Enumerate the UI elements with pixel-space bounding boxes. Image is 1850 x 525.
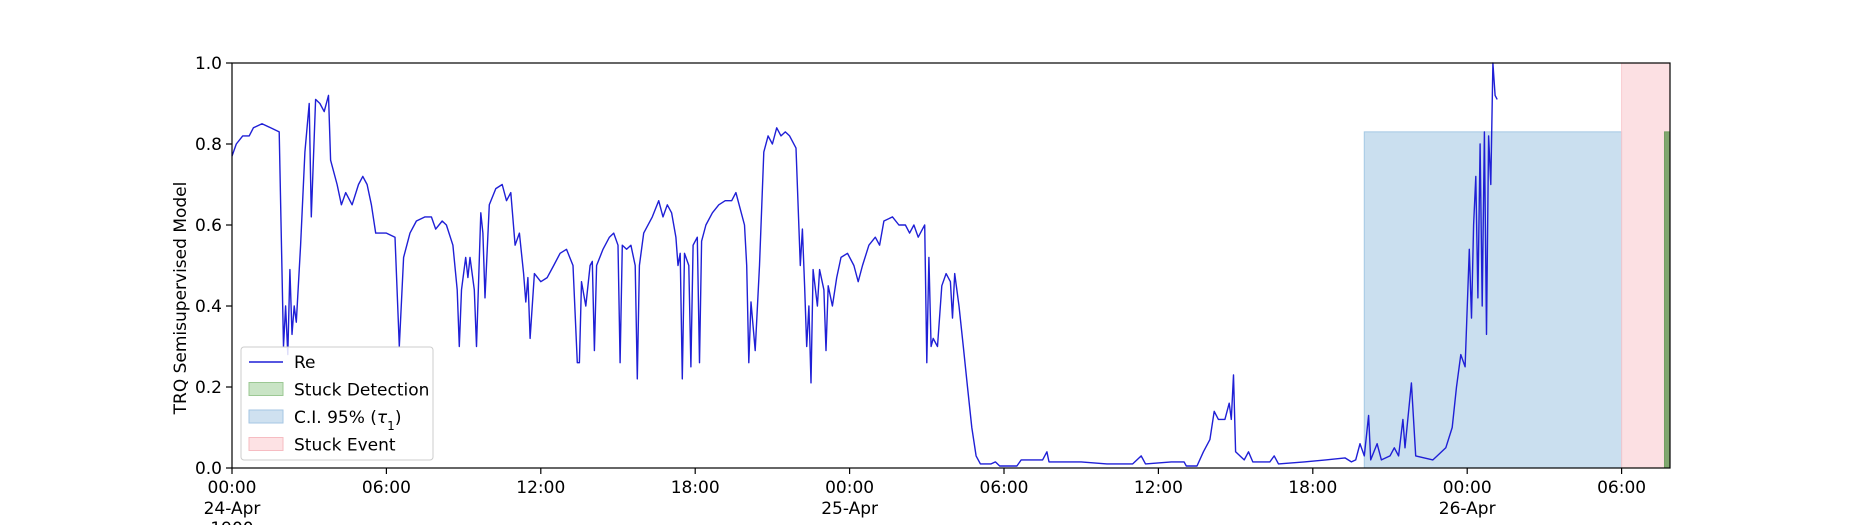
x-tick-date-label: 25-Apr xyxy=(821,499,878,519)
x-tick-label: 12:00 xyxy=(1134,478,1183,498)
y-axis-label: TRQ Semisupervised Model xyxy=(171,182,191,416)
legend-stuck-event-label: Stuck Event xyxy=(294,436,396,456)
series-line-re xyxy=(231,62,1498,467)
x-tick-label: 18:00 xyxy=(1288,478,1337,498)
legend-c-i-95-swatch xyxy=(248,409,284,424)
x-tick-label: 00:00 xyxy=(825,478,874,498)
x-tick-label: 18:00 xyxy=(671,478,720,498)
band-stuck-event xyxy=(1621,62,1671,469)
plot-frame xyxy=(231,62,1671,469)
x-tick-label: 06:00 xyxy=(1597,478,1646,498)
band-stuck-detection xyxy=(1663,131,1671,469)
series-layer xyxy=(231,62,1498,467)
x-tick-label: 00:00 xyxy=(1443,478,1492,498)
x-tick-label: 12:00 xyxy=(516,478,565,498)
legend: Re Stuck Detection C.I. 95% (τ1) Stuck Even… xyxy=(240,346,434,461)
legend-re-label: Re xyxy=(294,353,316,373)
x-tick-label: 00:00 xyxy=(208,478,257,498)
x-tick-date-label: 26-Apr xyxy=(1439,499,1496,519)
y-tick-label: 1.0 xyxy=(195,54,222,74)
band-c-i-95- xyxy=(1363,131,1623,469)
y-tick-label: 0.0 xyxy=(195,459,222,479)
y-tick-label: 0.8 xyxy=(195,135,222,155)
y-tick-label: 0.6 xyxy=(195,216,222,236)
axes-layer: 0.00.20.40.60.81.000:0024-Apr190006:0012… xyxy=(195,54,1671,525)
legend-stuck-event-swatch xyxy=(248,437,284,451)
y-tick-label: 0.4 xyxy=(195,297,222,317)
x-tick-date-label: 24-Apr xyxy=(204,499,261,519)
legend-stuck-detection-label: Stuck Detection xyxy=(294,381,429,401)
x-tick-year-label: 1900 xyxy=(210,519,253,525)
legend-c-i-95-label: C.I. 95% (τ1) xyxy=(294,408,401,433)
x-tick-label: 06:00 xyxy=(362,478,411,498)
legend-box xyxy=(240,346,434,461)
y-tick-label: 0.2 xyxy=(195,378,222,398)
x-tick-label: 06:00 xyxy=(980,478,1029,498)
legend-stuck-detection-swatch xyxy=(248,382,284,396)
bands-layer xyxy=(1363,62,1671,469)
